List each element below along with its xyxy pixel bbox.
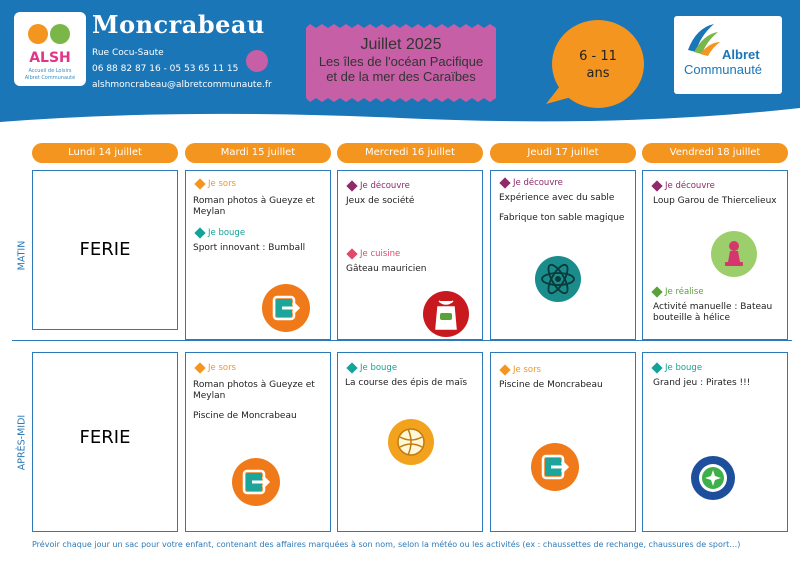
cell-friday-afternoon: Je bouge Grand jeu : Pirates !!! (642, 352, 788, 532)
activity-tag: Je cuisine (346, 248, 482, 260)
activity-text: Expérience avec du sable (499, 193, 615, 203)
activity-text: Roman photos à Gueyze et Meylan (193, 380, 315, 401)
activity-tag-label: Je réalise (665, 287, 704, 297)
activity-tag-label: Je cuisine (360, 249, 401, 259)
activity-text: Fabrique ton sable magique (499, 213, 625, 223)
cell-thursday-afternoon: Je sors Piscine de Moncrabeau (490, 352, 636, 532)
activity-tag: Je découvre (346, 180, 482, 192)
game-pawn-icon (711, 231, 757, 277)
cell-tuesday-afternoon: Je sors Roman photos à Gueyze et Meylan … (185, 352, 331, 532)
diamond-icon (194, 178, 206, 190)
age-range: 6 - 11 (579, 49, 617, 64)
alsh-logo-line1: Accueil de Loisirs (28, 68, 72, 74)
activity-tag: Je sors (194, 178, 330, 190)
activity-tag-label: Je sors (513, 365, 541, 375)
diamond-icon (651, 286, 663, 298)
activity-text: Gâteau mauricien (346, 264, 427, 274)
theme-banner: Juillet 2025 Les îles de l'océan Pacifiq… (308, 28, 494, 98)
diamond-icon (194, 227, 206, 239)
activity-text: Piscine de Moncrabeau (499, 380, 603, 390)
activity-text: Jeux de société (346, 196, 415, 206)
activity-tag: Je découvre (651, 180, 787, 192)
activity-tag-label: Je découvre (513, 178, 563, 188)
activity-tag: Je réalise (651, 286, 787, 298)
apron-icon (423, 291, 469, 337)
diamond-icon (346, 362, 358, 374)
volleyball-icon (388, 419, 434, 465)
row-label-morning: MATIN (16, 240, 28, 271)
cell-tuesday-morning: Je sors Roman photos à Gueyze et Meylan … (185, 170, 331, 340)
exit-door-icon (262, 284, 310, 332)
cell-wednesday-afternoon: Je bouge La course des épis de maïs (337, 352, 483, 532)
address: Rue Cocu-Saute (92, 48, 164, 58)
activity-tag-label: Je bouge (360, 363, 398, 373)
activity-tag-label: Je bouge (208, 228, 246, 238)
row-label-afternoon: APRÈS-MIDI (16, 414, 28, 471)
header-background (0, 0, 800, 122)
activity-tag-label: Je sors (208, 179, 236, 189)
cell-friday-morning: Je découvre Loup Garou de Thiercelieux J… (642, 170, 788, 340)
row-divider (12, 340, 792, 341)
ferie-label: FERIE (79, 427, 131, 448)
activity-tag: Je découvre (499, 177, 635, 189)
email: alshmoncrabeau@albretcommunaute.fr (92, 80, 272, 90)
compass-icon (691, 456, 735, 500)
ferie-label: FERIE (79, 239, 131, 260)
day-header-thursday: Jeudi 17 juillet (490, 143, 636, 163)
diamond-icon (499, 177, 511, 189)
day-header-tuesday: Mardi 15 juillet (185, 143, 331, 163)
phones: 06 88 82 87 16 - 05 53 65 11 15 (92, 64, 239, 74)
activity-text: Grand jeu : Pirates !!! (653, 378, 751, 388)
banner-month: Juillet 2025 (360, 36, 442, 53)
day-header-friday: Vendredi 18 juillet (642, 143, 788, 163)
activity-text: La course des épis de maïs (345, 378, 468, 388)
alsh-logo-line2: Albret Communauté (24, 75, 76, 81)
diamond-icon (499, 364, 511, 376)
albret-logo-line1: Albret (722, 47, 760, 62)
activity-tag-label: Je sors (208, 363, 236, 373)
banner-line3: et de la mer des Caraïbes (326, 69, 476, 84)
exit-door-icon (232, 458, 280, 506)
diamond-icon (346, 248, 358, 260)
cell-monday-morning: FERIE (32, 170, 178, 330)
cell-wednesday-morning: Je découvre Jeux de société Je cuisine G… (337, 170, 483, 340)
activity-tag-label: Je découvre (665, 181, 715, 191)
activity-text: Activité manuelle : Bateau bouteille à h… (653, 302, 773, 323)
albret-logo-line2: Communauté (684, 62, 763, 77)
activity-tag: Je sors (194, 362, 330, 374)
activity-tag-label: Je découvre (360, 181, 410, 191)
age-badge: 6 - 11 ans (568, 48, 628, 82)
age-unit: ans (586, 66, 610, 81)
activity-text: Loup Garou de Thiercelieux (653, 196, 777, 206)
atom-icon (535, 256, 581, 302)
cell-monday-afternoon: FERIE (32, 352, 178, 532)
activity-tag: Je sors (499, 364, 635, 376)
footer-note: Prévoir chaque jour un sac pour votre en… (32, 540, 741, 549)
activity-text: Sport innovant : Bumball (193, 243, 306, 253)
activity-tag: Je bouge (346, 362, 482, 374)
day-header-wednesday: Mercredi 16 juillet (337, 143, 483, 163)
activity-text: Piscine de Moncrabeau (193, 411, 297, 421)
activity-tag: Je bouge (194, 227, 330, 239)
albret-logo: Albret Communauté (674, 16, 782, 94)
diamond-icon (194, 362, 206, 374)
cell-thursday-morning: Je découvre Expérience avec du sable Fab… (490, 170, 636, 340)
activity-tag: Je bouge (651, 362, 787, 374)
diamond-icon (651, 362, 663, 374)
banner-line2: Les îles de l'océan Pacifique (318, 54, 484, 69)
activity-text: Roman photos à Gueyze et Meylan (193, 196, 315, 217)
svg-text:ALSH: ALSH (29, 50, 71, 66)
day-header-monday: Lundi 14 juillet (32, 143, 178, 163)
center-title: Moncrabeau (92, 10, 265, 39)
diamond-icon (651, 180, 663, 192)
exit-door-icon (531, 443, 579, 491)
activity-tag-label: Je bouge (665, 363, 703, 373)
alsh-logo: ALSH Accueil de Loisirs Albret Communaut… (14, 12, 86, 86)
diamond-icon (346, 180, 358, 192)
